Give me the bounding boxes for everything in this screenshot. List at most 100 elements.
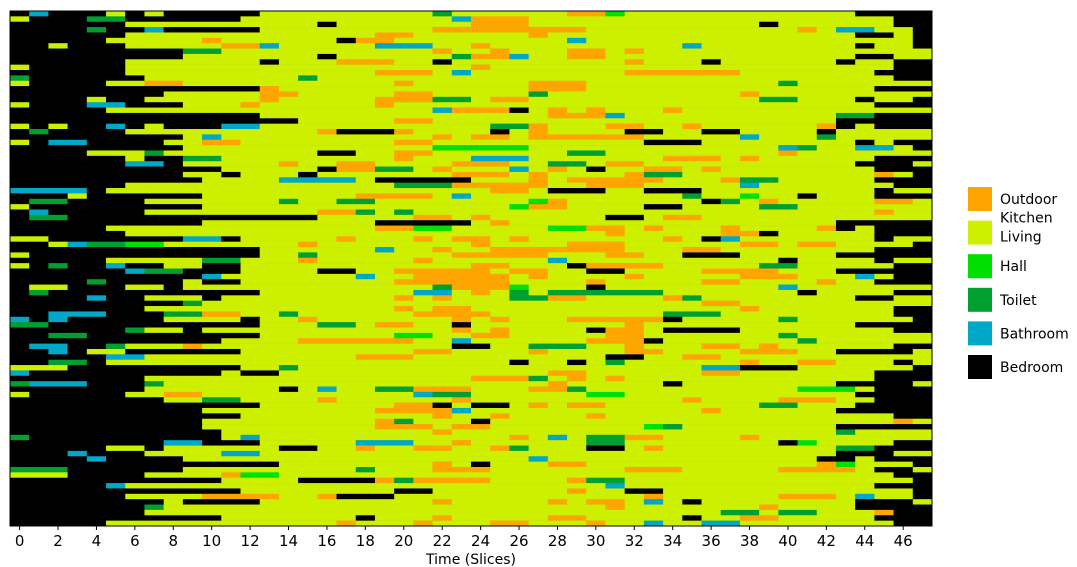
heatmap-cell <box>10 43 49 49</box>
heatmap-cell <box>471 306 741 312</box>
heatmap-cell <box>10 236 49 242</box>
heatmap-cell <box>547 161 587 167</box>
heatmap-cell <box>874 247 933 253</box>
heatmap-cell <box>759 155 875 162</box>
heatmap-cell <box>182 155 222 162</box>
heatmap-cell <box>451 53 472 60</box>
heatmap-cell <box>144 209 318 216</box>
legend-swatch <box>968 254 992 279</box>
heatmap-cell <box>759 21 779 28</box>
heatmap-cell <box>144 327 184 334</box>
heatmap-cell <box>874 273 894 280</box>
heatmap-cell <box>125 11 145 17</box>
heatmap-cell <box>221 236 241 242</box>
heatmap-cell <box>739 515 779 521</box>
heatmap-cell <box>855 96 875 103</box>
legend-swatch <box>968 187 992 211</box>
heatmap-cell <box>336 59 395 65</box>
heatmap-cell <box>67 472 145 479</box>
heatmap-cell <box>682 316 779 323</box>
heatmap-cell <box>893 359 914 366</box>
heatmap-cell <box>893 145 914 151</box>
heatmap-cell <box>202 424 376 430</box>
heatmap-cell <box>394 488 433 495</box>
heatmap-cell <box>893 263 933 269</box>
heatmap-cell <box>624 488 664 495</box>
heatmap-cell <box>163 161 184 167</box>
heatmap-cell <box>528 402 549 409</box>
heatmap-cell <box>586 461 818 468</box>
heatmap-cell <box>797 348 837 355</box>
heatmap-cell <box>778 21 894 28</box>
heatmap-cell <box>125 32 376 39</box>
heatmap-cell <box>893 450 933 457</box>
heatmap-cell <box>471 16 529 23</box>
heatmap-cell <box>413 225 453 232</box>
heatmap-cell <box>547 107 568 114</box>
heatmap-cell <box>125 182 395 189</box>
heatmap-cell <box>874 177 933 183</box>
heatmap-cell <box>471 155 529 162</box>
heatmap-cell <box>144 386 280 393</box>
legend-swatch <box>968 321 992 346</box>
heatmap-cell <box>394 295 414 301</box>
heatmap-cell <box>912 477 933 484</box>
heatmap-cell <box>720 247 875 253</box>
heatmap-cell <box>605 375 625 382</box>
heatmap-cell <box>202 220 376 226</box>
heatmap-cell <box>86 279 107 285</box>
heatmap-cell <box>605 112 625 119</box>
heatmap-cell <box>701 129 741 135</box>
heatmap-cell <box>835 123 856 130</box>
heatmap-cell <box>547 273 625 280</box>
heatmap-cell <box>759 343 779 350</box>
heatmap-cell <box>10 53 184 60</box>
heatmap-cell <box>182 53 318 60</box>
heatmap-cell <box>278 86 529 92</box>
heatmap-cell <box>298 252 318 259</box>
heatmap-cell <box>547 257 568 264</box>
heatmap-cell <box>86 456 107 462</box>
heatmap-cell <box>605 359 625 366</box>
heatmap-cell <box>471 70 625 76</box>
heatmap-cell <box>912 461 933 468</box>
heatmap-cell <box>451 322 472 328</box>
heatmap-cell <box>259 450 837 457</box>
heatmap-cell <box>394 91 433 98</box>
heatmap-cell <box>567 434 587 441</box>
heatmap-cell <box>682 193 702 200</box>
heatmap-cell <box>605 214 645 221</box>
heatmap-cell <box>682 107 933 114</box>
heatmap-cell <box>144 450 222 457</box>
heatmap-cell <box>202 343 453 350</box>
heatmap-cell <box>912 43 933 49</box>
heatmap-cell <box>259 91 299 98</box>
heatmap-cell <box>797 96 856 103</box>
heatmap-cell <box>10 365 68 371</box>
heatmap-cell <box>240 434 261 441</box>
heatmap-cell <box>432 91 529 98</box>
heatmap-cell <box>451 214 472 221</box>
heatmap-cell <box>259 402 395 409</box>
heatmap-cell <box>48 263 68 269</box>
heatmap-cell <box>336 493 395 500</box>
heatmap-cell <box>528 386 568 393</box>
heatmap-cell <box>240 316 261 323</box>
heatmap-cell <box>643 520 664 527</box>
heatmap-cell <box>317 316 453 323</box>
heatmap-cell <box>778 145 798 151</box>
heatmap-cell <box>855 53 894 60</box>
plot-area <box>10 11 933 527</box>
heatmap-cell <box>432 284 453 291</box>
heatmap-cell <box>739 182 760 189</box>
heatmap-cell <box>106 188 491 194</box>
heatmap-cell <box>432 332 472 339</box>
heatmap-cell <box>125 102 184 108</box>
heatmap-cell <box>663 225 721 232</box>
heatmap-cell <box>739 365 798 371</box>
heatmap-cell <box>874 515 933 521</box>
heatmap-cell <box>490 343 529 350</box>
heatmap-cell <box>624 129 664 135</box>
heatmap-cell <box>624 273 645 280</box>
heatmap-cell <box>10 407 203 414</box>
